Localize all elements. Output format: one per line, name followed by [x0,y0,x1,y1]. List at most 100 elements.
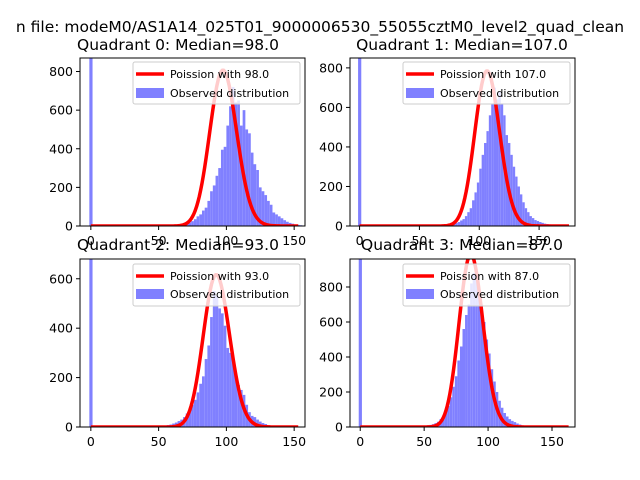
hist-bar [539,222,542,226]
hist-bar [239,389,243,427]
hist-bar [486,131,489,226]
hist-bar [490,369,494,427]
hist-bar-zero [358,259,362,427]
hist-bar [258,187,262,226]
y-tick-label: 800 [319,280,343,295]
hist-bar [264,195,268,226]
hist-bar [220,149,224,226]
plot-title: Quadrant 2: Median=93.0 [77,236,279,254]
x-tick-label: 50 [151,233,167,248]
hist-bar [223,146,227,226]
hist-bar [465,315,468,427]
y-tick-label: 600 [319,100,343,115]
subplot-quadrant-1: Quadrant 1: Median=107.0 0 50 100 150 0 200 40… [319,36,576,248]
hist-bar [286,221,289,226]
x-tick-label: 100 [214,434,238,449]
hist-bar [231,86,235,226]
hist-bar [503,413,506,427]
hist-bar [212,291,216,427]
y-tick-label: 200 [319,179,343,194]
hist-bar [199,383,202,427]
hist-bar [457,360,460,427]
hist-bar [196,392,200,427]
hist-bar [199,214,202,226]
hist-bar [248,133,251,226]
legend-poisson-label: Poission with 107.0 [440,68,546,81]
x-tick-label: 150 [527,233,551,248]
legend-observed-swatch [136,88,164,98]
legend-observed-label: Observed distribution [440,288,559,301]
hist-bar [474,192,477,226]
hist-bar [484,142,487,226]
hist-bar [442,416,445,427]
hist-bar [531,218,535,226]
hist-bar [280,218,284,226]
legend: Poission with 98.0 Observed distribution [132,61,301,105]
hist-bar [454,376,458,427]
hist-bar [460,220,463,226]
hist-bar [469,208,473,226]
hist-bar [226,347,230,427]
hist-bar [201,210,205,226]
hist-bar [237,385,240,427]
hist-bar-zero [89,58,93,226]
plot-title: Quadrant 0: Median=98.0 [77,36,279,54]
hist-bar [256,170,259,226]
hist-bar [229,106,232,226]
x-tick-label: 50 [151,434,167,449]
hist-bar [522,202,525,226]
hist-bar [513,422,517,427]
hist-bar [534,220,537,226]
hist-bar-zero [89,259,93,427]
hist-bar [245,129,249,226]
hist-bar [272,212,276,226]
legend-box [402,263,571,307]
hist-bar [218,168,221,226]
hist-bar [212,185,216,226]
hist-bar [477,290,481,427]
hist-bar [479,168,482,226]
x-tick-label: 0 [87,434,95,449]
hist-bar [452,386,455,427]
y-tick-label: 800 [319,60,343,75]
legend: Poission with 93.0 Observed distribution [132,263,301,307]
hist-bar [488,353,491,427]
hist-bar [493,87,497,226]
hist-bar [476,182,480,226]
x-tick-label: 100 [467,233,491,248]
hist-bar [188,409,192,427]
hist-bar [488,115,492,226]
hist-bar [220,313,224,427]
hist-bar [464,216,468,226]
legend: Poission with 87.0 Observed distribution [402,263,571,307]
legend-observed-swatch [406,88,434,98]
hist-bar [269,204,273,226]
x-tick-label: 150 [282,434,306,449]
hist-bar [296,224,300,226]
hist-bar [475,278,478,427]
subplot-quadrant-2: Quadrant 2: Median=93.0 0 50 100 150 0 200 400… [49,236,306,449]
hist-bar [191,221,194,226]
hist-bar [510,154,513,226]
hist-bar [237,100,240,226]
x-tick-label: 150 [540,434,564,449]
hist-bar [210,191,213,226]
hist-bar [455,223,458,226]
hist-bar [512,166,516,226]
hist-bar [283,220,287,226]
hist-bar [527,212,530,226]
hist-bar [267,200,270,226]
figure-title: n file: modeM0/AS1A14_025T01_9000006530_… [16,18,624,37]
x-tick-label: 100 [476,434,500,449]
hist-bar [505,416,509,427]
hist-bar [218,308,221,427]
y-tick-label: 0 [335,420,343,435]
poisson-curve [90,68,299,226]
hist-bar [193,399,197,427]
hist-bar [491,103,494,226]
legend-poisson-label: Poission with 87.0 [440,270,539,283]
y-tick-label: 200 [49,180,73,195]
legend: Poission with 107.0 Observed distributio… [402,61,571,105]
legend-box [132,61,301,105]
